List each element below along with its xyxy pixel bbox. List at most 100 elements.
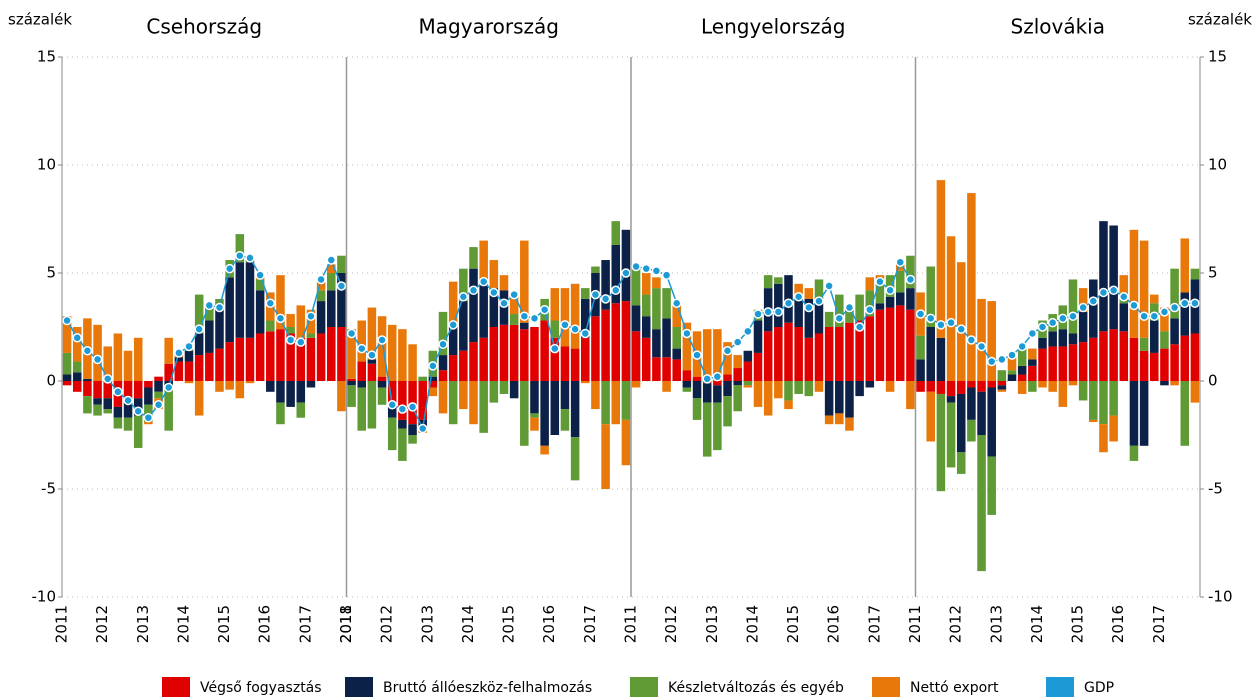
gdp-point xyxy=(1190,298,1200,308)
bar xyxy=(255,279,265,291)
gdp-point xyxy=(509,289,519,300)
gdp-point xyxy=(997,354,1007,365)
gdp-point xyxy=(1139,311,1149,321)
bar xyxy=(418,419,427,427)
bar xyxy=(987,387,996,457)
bar xyxy=(326,327,336,381)
y2-tick-label: -5 xyxy=(1208,480,1223,498)
gdp-point xyxy=(793,292,804,302)
bar xyxy=(875,303,885,310)
bar xyxy=(235,337,245,381)
bar xyxy=(550,381,560,435)
bar xyxy=(367,381,377,429)
bar xyxy=(418,376,427,381)
gdp-point xyxy=(702,374,712,384)
bar xyxy=(774,381,783,399)
gdp-point xyxy=(936,320,946,330)
bar xyxy=(377,381,387,388)
gdp-point xyxy=(529,313,540,324)
bar xyxy=(1038,337,1047,349)
bar xyxy=(581,288,590,299)
y2-tick-label: 5 xyxy=(1208,264,1218,282)
x-tick-label: 2017 xyxy=(581,605,599,643)
bar xyxy=(144,387,153,405)
bar xyxy=(1089,419,1098,423)
y-axis-label: százalék xyxy=(8,11,72,29)
bar xyxy=(306,381,316,388)
bar xyxy=(977,298,986,381)
bar xyxy=(520,322,529,330)
bar xyxy=(956,452,966,474)
bar xyxy=(916,335,925,360)
x-tick-label: 2016 xyxy=(256,605,274,643)
gdp-point xyxy=(692,350,702,360)
bar xyxy=(215,348,224,381)
bar xyxy=(1180,335,1190,381)
bar xyxy=(672,359,681,381)
bar xyxy=(499,275,509,291)
bar xyxy=(428,381,438,388)
gdp-point xyxy=(275,313,286,324)
bar xyxy=(103,398,112,410)
bar xyxy=(1119,275,1129,293)
bar xyxy=(794,283,803,295)
bar xyxy=(702,383,712,403)
x-tick-label: 2012 xyxy=(93,605,111,643)
bar xyxy=(936,337,946,381)
bar xyxy=(1170,318,1179,345)
gdp-point xyxy=(966,335,977,345)
gdp-point xyxy=(224,263,235,274)
bar xyxy=(835,294,844,327)
gdp-point xyxy=(397,404,408,414)
bar xyxy=(774,327,783,381)
bar xyxy=(83,381,92,397)
gdp-point xyxy=(143,412,154,423)
bar xyxy=(1129,337,1139,381)
bar xyxy=(631,266,641,306)
bar xyxy=(83,396,92,414)
bar xyxy=(865,290,875,317)
y-tick-label: 5 xyxy=(46,264,56,282)
bar xyxy=(1190,268,1200,280)
bar xyxy=(1119,303,1129,332)
bar xyxy=(570,348,580,381)
gdp-point xyxy=(641,263,651,274)
bar xyxy=(469,342,478,381)
bar xyxy=(967,193,976,381)
bar xyxy=(835,327,844,381)
bar xyxy=(997,370,1007,381)
legend-swatch xyxy=(1046,677,1074,697)
gdp-point xyxy=(1098,287,1109,298)
bar xyxy=(347,329,356,379)
gdp-point xyxy=(194,324,204,334)
bar xyxy=(530,381,539,414)
bar xyxy=(337,273,346,327)
bar xyxy=(835,381,844,414)
gdp-point xyxy=(844,302,855,313)
bar xyxy=(926,266,936,327)
bar xyxy=(1028,348,1037,360)
bar xyxy=(1139,381,1149,446)
bar xyxy=(469,381,478,425)
gdp-point xyxy=(743,326,753,337)
gdp-point xyxy=(296,337,306,347)
bar xyxy=(753,381,763,407)
bar xyxy=(428,387,438,397)
bar xyxy=(367,363,377,381)
bar xyxy=(774,277,783,284)
bar xyxy=(530,327,539,381)
bar xyxy=(956,262,966,381)
bar xyxy=(387,381,397,407)
gdp-point xyxy=(824,281,834,291)
bar xyxy=(550,288,560,321)
bar xyxy=(489,381,499,403)
bar xyxy=(692,376,702,381)
bar xyxy=(875,309,885,381)
bar xyxy=(733,355,742,369)
bar xyxy=(1150,294,1159,304)
gdp-point xyxy=(631,261,641,272)
bar xyxy=(387,406,397,418)
gdp-point xyxy=(763,307,773,317)
bar xyxy=(225,381,234,390)
x-tick-label: 2016 xyxy=(1109,605,1127,643)
